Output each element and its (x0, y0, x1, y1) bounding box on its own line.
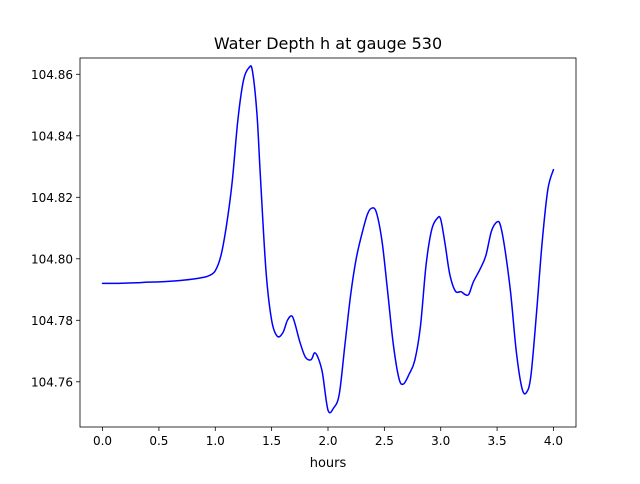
x-tick-label: 1.0 (206, 434, 225, 448)
x-tick-label: 4.0 (544, 434, 563, 448)
x-tick-label: 3.5 (488, 434, 507, 448)
axes-frame (79, 57, 577, 428)
y-tick-label: 104.76 (31, 375, 73, 389)
y-tick-label: 104.84 (31, 129, 73, 143)
y-axis: 104.76 104.78 104.80 104.82 104.84 104.86 (31, 68, 80, 389)
y-tick-label: 104.80 (31, 252, 73, 266)
x-axis: 0.0 0.5 1.0 1.5 2.0 2.5 3.0 3.5 4.0 (93, 427, 563, 448)
y-tick-label: 104.82 (31, 191, 73, 205)
x-tick-label: 2.5 (375, 434, 394, 448)
x-tick-label: 0.5 (149, 434, 168, 448)
x-tick-label: 0.0 (93, 434, 112, 448)
x-axis-label: hours (310, 456, 347, 471)
chart-title: Water Depth h at gauge 530 (214, 34, 442, 53)
series-line-0 (101, 65, 555, 414)
x-tick-label: 3.0 (431, 434, 450, 448)
x-tick-label: 1.5 (262, 434, 281, 448)
y-tick-label: 104.86 (31, 68, 73, 82)
plot-area (101, 65, 555, 414)
x-tick-label: 2.0 (318, 434, 337, 448)
y-tick-label: 104.78 (31, 314, 73, 328)
